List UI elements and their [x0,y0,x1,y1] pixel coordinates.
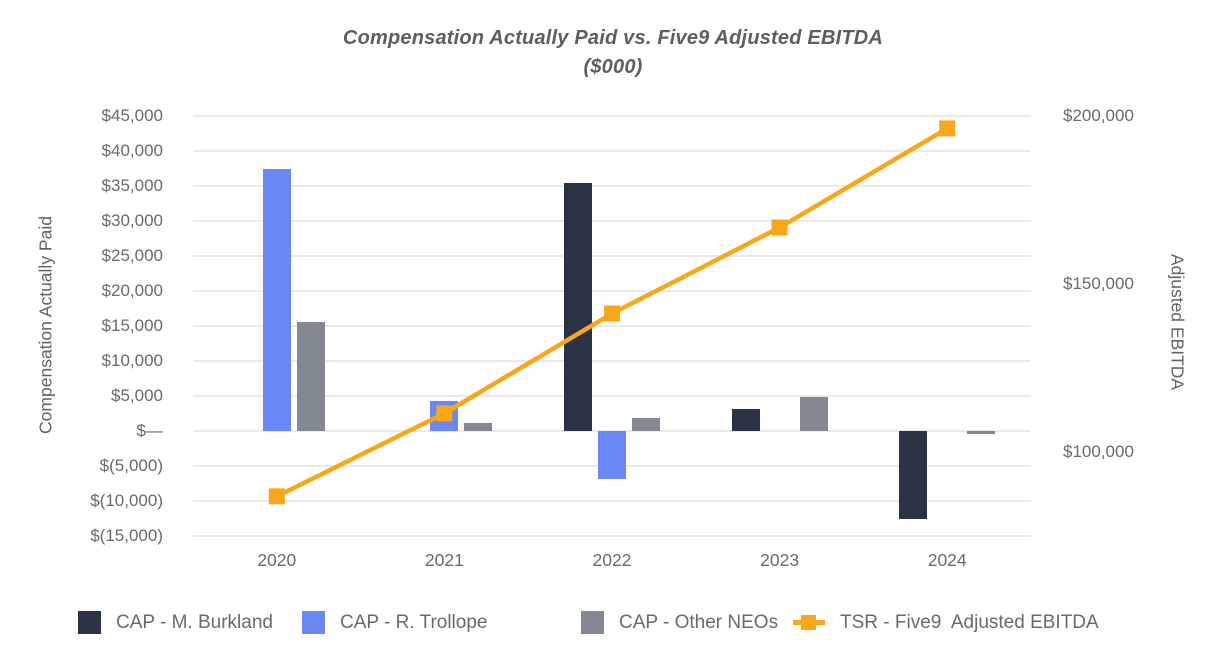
legend-marker [801,615,816,630]
legend-item-tsr-five9-adjusted-ebitda: TSR - Five9 Adjusted EBITDA [793,610,1099,635]
gridline [193,255,1031,257]
left-axis-tick: $20,000 [101,281,163,300]
right-axis-tick: $200,000 [1063,106,1134,125]
legend-item-cap-other-neos: CAP - Other NEOs [581,610,778,635]
right-axis-tick: $150,000 [1063,274,1134,293]
x-axis-label-2023: 2023 [760,550,800,570]
gridline [193,500,1031,502]
left-axis-tick: $10,000 [101,351,163,370]
gridline [193,360,1031,362]
x-axis-label-2022: 2022 [592,550,632,570]
legend-label: CAP - R. Trollope [340,611,488,633]
chart-title: Compensation Actually Paid vs. Five9 Adj… [342,27,884,49]
legend-label: TSR - Five9 Adjusted EBITDA [840,611,1099,633]
tsr-line-marker-2023 [771,219,788,236]
left-axis-tick: $— [136,421,163,440]
left-axis-tick: $15,000 [101,316,163,335]
bar-cap-r-trollope-2020 [262,169,291,431]
x-axis-label-2020: 2020 [257,550,297,570]
left-axis-tick: $40,000 [101,141,163,160]
left-axis-tick: $(15,000) [90,526,163,545]
left-axis-tick: $(10,000) [90,491,163,510]
chart-subtitle: ($000) [583,56,643,78]
legend-label: CAP - M. Burkland [116,611,273,633]
legend-swatch-square [78,611,101,634]
gridline [193,535,1031,537]
legend-item-cap-m-burkland: CAP - M. Burkland [78,610,273,635]
gridline [193,325,1031,327]
legend-swatch-square [581,611,604,634]
left-axis-tick: $25,000 [101,246,163,265]
tsr-line-marker-2024 [939,120,956,137]
gridline [193,395,1031,397]
left-axis-tick: $35,000 [101,176,163,195]
bar-cap-m-burkland-2024 [899,431,928,520]
bar-cap-m-burkland-2023 [731,408,760,431]
bar-cap-other-neos-2023 [799,396,828,431]
gridline [193,290,1031,292]
bar-cap-r-trollope-2022 [598,431,626,480]
left-axis-tick: $(5,000) [99,456,163,475]
bar-cap-other-neos-2020 [296,321,325,431]
right-axis-tick: $100,000 [1063,442,1134,461]
chart-title-block: Compensation Actually Paid vs. Five9 Adj… [0,24,1226,82]
legend-item-cap-r-trollope: CAP - R. Trollope [302,610,487,635]
bar-cap-other-neos-2021 [464,422,493,431]
bar-cap-other-neos-2022 [632,418,660,431]
tsr-line-series [268,120,956,505]
gridline [193,150,1031,152]
legend-label: CAP - Other NEOs [619,611,779,633]
left-axis-tick: $5,000 [111,386,163,405]
x-axis-label-2021: 2021 [424,550,464,570]
tsr-line-marker-2022 [604,305,620,322]
legend-swatch-line-marker [793,614,825,631]
legend-swatch-square [302,611,325,634]
right-axis-title: Adjusted EBITDA [1167,253,1188,391]
gridline [193,115,1031,117]
gridline [193,220,1031,222]
x-axis-label-2024: 2024 [927,550,967,570]
tsr-line-marker-2020 [268,488,285,505]
tsr-line-marker-2021 [436,405,453,422]
left-axis-tick: $45,000 [101,106,163,125]
left-axis-tick: $30,000 [101,211,163,230]
bar-cap-m-burkland-2022 [564,183,592,431]
bar-cap-other-neos-2024 [967,431,996,434]
gridline [193,185,1031,187]
